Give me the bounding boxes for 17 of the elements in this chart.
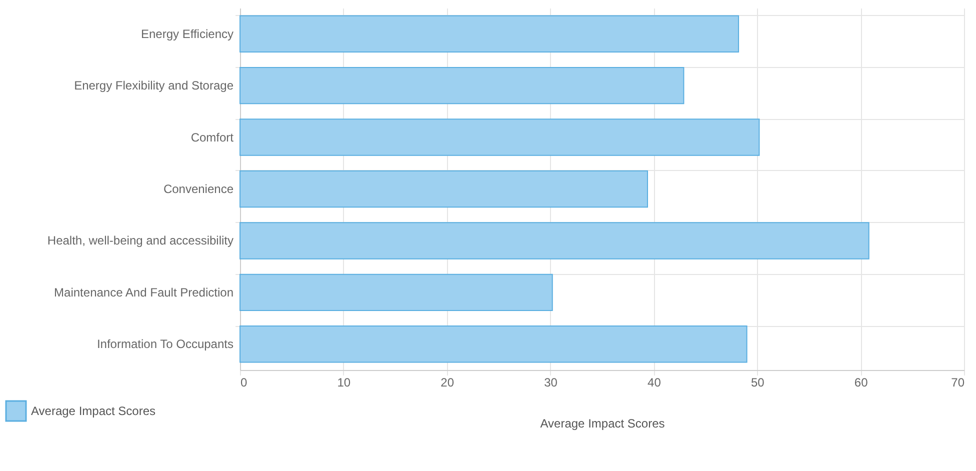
x-tick-label: 10 <box>337 376 351 390</box>
x-tick-label: 40 <box>648 376 662 390</box>
y-tick-label: Convenience <box>163 182 234 196</box>
legend-label: Average Impact Scores <box>31 404 156 418</box>
x-tick-label: 50 <box>750 376 765 390</box>
y-tick-label: Maintenance And Fault Prediction <box>54 285 234 300</box>
y-tick-label: Information To Occupants <box>96 337 234 352</box>
x-tick-label: 60 <box>854 376 868 390</box>
y-tick-label: Energy Flexibility and Storage <box>74 78 234 93</box>
y-tick-label: Energy Efficiency <box>141 26 234 41</box>
x-axis-title: Average Impact Scores <box>540 416 665 430</box>
x-tick-label: 20 <box>440 376 454 390</box>
y-tick-label: Comfort <box>190 130 234 144</box>
x-tick-label: 30 <box>544 376 558 390</box>
x-tick-label: 70 <box>951 376 965 390</box>
y-tick-label: Health, well-being and accessibility <box>47 234 234 248</box>
x-tick-label: 0 <box>240 376 248 390</box>
